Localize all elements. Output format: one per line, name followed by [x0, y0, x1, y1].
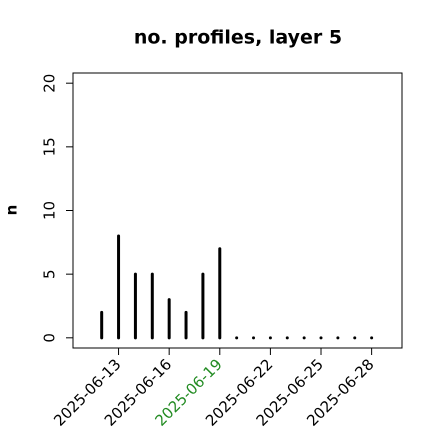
plot-frame	[72, 72, 403, 349]
y-tick-label: 20	[41, 74, 59, 93]
y-axis-label: n	[3, 205, 21, 216]
y-tick-label: 15	[41, 137, 59, 156]
y-tick-label: 5	[41, 269, 59, 279]
chart-title: no. profiles, layer 5	[134, 27, 342, 49]
y-tick-label: 0	[41, 333, 59, 343]
y-tick-label: 10	[41, 201, 59, 220]
